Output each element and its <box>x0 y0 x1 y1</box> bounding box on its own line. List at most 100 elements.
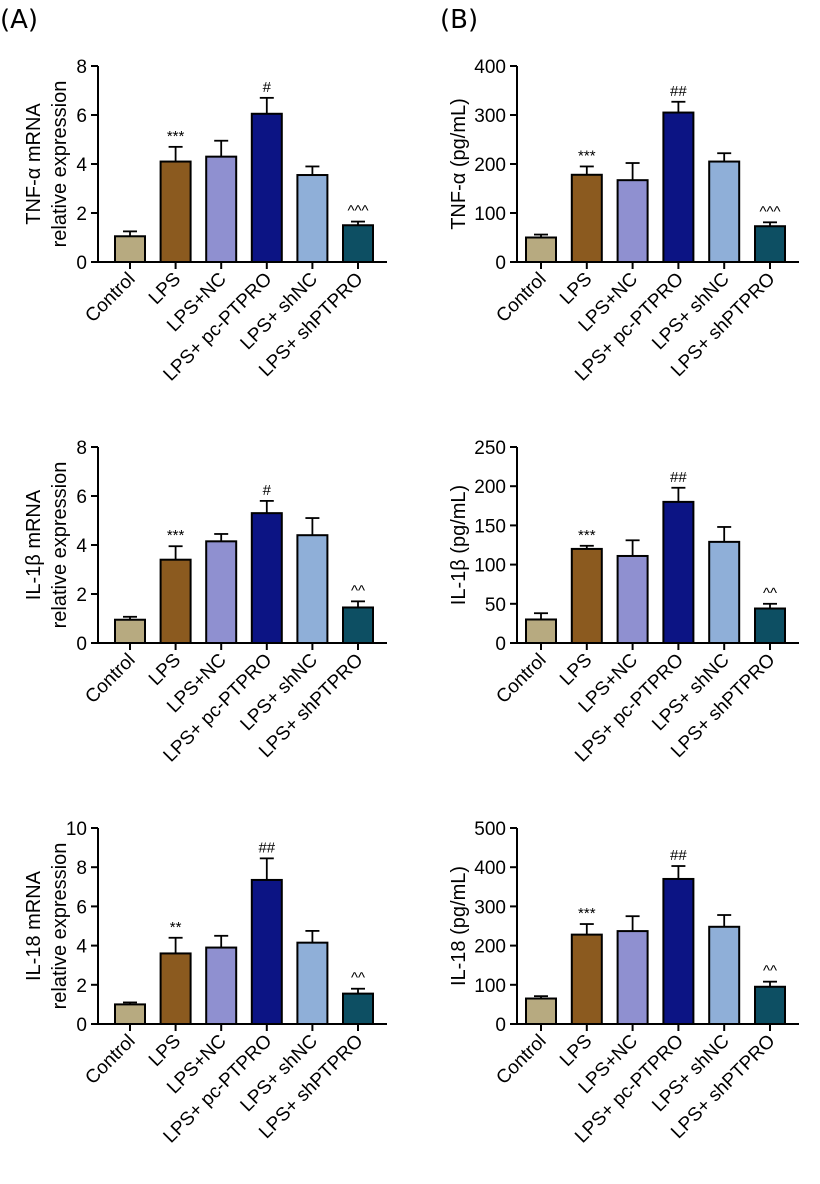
bar-control <box>525 997 557 1026</box>
y-tick-label: 8 <box>76 438 87 459</box>
significance-annotation: ^^^ <box>347 203 368 220</box>
bar-control <box>525 236 557 263</box>
x-tick-label: Control <box>81 269 139 327</box>
significance-annotation: # <box>263 482 272 499</box>
y-tick-label: 100 <box>474 556 506 577</box>
bar-lps <box>159 952 192 1025</box>
panel-label-a: (A) <box>0 5 38 35</box>
x-tick-label: Control <box>492 1031 550 1089</box>
x-tick-label: LPS <box>556 650 596 690</box>
bar-lps-shnc <box>296 174 329 263</box>
bar-lps <box>570 173 603 263</box>
significance-annotation: *** <box>167 527 185 544</box>
x-tick-label: Control <box>492 269 550 327</box>
significance-annotation: *** <box>167 128 185 145</box>
significance-annotation: ## <box>258 839 275 856</box>
y-axis-label: relative expression <box>49 81 71 248</box>
y-tick-label: 0 <box>76 1015 87 1036</box>
bar-lps-shnc <box>296 941 329 1025</box>
bar-lps-pc-ptpro <box>250 112 283 264</box>
y-axis-label: IL-18 mRNA <box>23 870 45 981</box>
significance-annotation: *** <box>578 527 596 544</box>
significance-annotation: *** <box>578 905 596 922</box>
y-tick-label: 6 <box>76 897 87 918</box>
y-axis-label: IL-1β (pg/mL) <box>448 485 470 605</box>
bar-lps-pc-ptpro <box>662 500 695 644</box>
significance-annotation: ^^ <box>763 585 777 602</box>
bar-lps-shnc <box>708 540 741 645</box>
bar-lps-shptpro <box>754 985 786 1026</box>
y-tick-label: 100 <box>474 204 506 225</box>
y-tick-label: 2 <box>76 204 87 225</box>
bar-lps-shptpro <box>342 606 374 644</box>
y-axis-label: TNF-α mRNA <box>23 103 45 225</box>
bar-lps-nc <box>205 946 238 1025</box>
y-tick-label: 100 <box>474 976 506 997</box>
bar-lps <box>570 547 603 644</box>
bar-lps-pc-ptpro <box>250 512 283 645</box>
bar-lps <box>159 160 192 263</box>
bar-lps <box>570 933 603 1026</box>
x-tick-label: LPS <box>556 1031 596 1071</box>
x-tick-label: LPS <box>556 269 596 309</box>
significance-annotation: ## <box>670 83 687 100</box>
y-tick-label: 6 <box>76 106 87 127</box>
y-tick-label: 400 <box>474 858 506 879</box>
bar-control <box>114 235 146 263</box>
y-tick-label: 200 <box>474 937 506 958</box>
y-tick-label: 200 <box>474 155 506 176</box>
bar-lps-shnc <box>708 925 741 1025</box>
y-tick-label: 8 <box>76 57 87 78</box>
y-tick-label: 8 <box>76 858 87 879</box>
y-axis-label: IL-1β mRNA <box>23 489 45 600</box>
significance-annotation: ^^ <box>351 582 365 599</box>
y-tick-label: 4 <box>76 536 87 557</box>
y-tick-label: 200 <box>474 477 506 498</box>
bar-lps <box>159 558 192 645</box>
bar-control <box>525 618 557 644</box>
bar-lps-nc <box>616 554 649 645</box>
y-tick-label: 300 <box>474 106 506 127</box>
y-axis-label: TNF-α (pg/mL) <box>448 98 470 230</box>
significance-annotation: ## <box>670 469 687 486</box>
bar-lps-pc-ptpro <box>662 877 695 1026</box>
y-tick-label: 2 <box>76 585 87 606</box>
bar-control <box>114 1003 146 1026</box>
x-tick-label: Control <box>492 650 550 708</box>
y-tick-label: 50 <box>485 595 506 616</box>
y-tick-label: 0 <box>495 253 506 274</box>
panel-label-b: (B) <box>440 5 478 35</box>
bar-lps-shptpro <box>342 992 374 1025</box>
bar-lps-nc <box>616 930 649 1026</box>
y-tick-label: 250 <box>474 438 506 459</box>
significance-annotation: ^^ <box>763 963 777 980</box>
bar-lps-shnc <box>708 160 741 263</box>
significance-annotation: ^^ <box>351 970 365 987</box>
bar-lps-pc-ptpro <box>250 878 283 1025</box>
y-tick-label: 0 <box>76 253 87 274</box>
bar-lps-shptpro <box>342 224 374 263</box>
x-tick-label: LPS <box>145 1031 185 1071</box>
y-tick-label: 10 <box>66 819 87 840</box>
x-tick-label: Control <box>81 650 139 708</box>
significance-annotation: ^^^ <box>759 203 780 220</box>
bar-lps-shnc <box>296 534 329 645</box>
y-axis-label: relative expression <box>49 462 71 629</box>
significance-annotation: *** <box>578 147 596 164</box>
y-tick-label: 4 <box>76 937 87 958</box>
x-tick-label: LPS <box>145 650 185 690</box>
bar-lps-shptpro <box>754 607 786 645</box>
y-tick-label: 6 <box>76 487 87 508</box>
bar-lps-nc <box>205 155 238 263</box>
y-tick-label: 400 <box>474 57 506 78</box>
x-tick-label: Control <box>81 1031 139 1089</box>
bar-lps-nc <box>616 179 649 263</box>
